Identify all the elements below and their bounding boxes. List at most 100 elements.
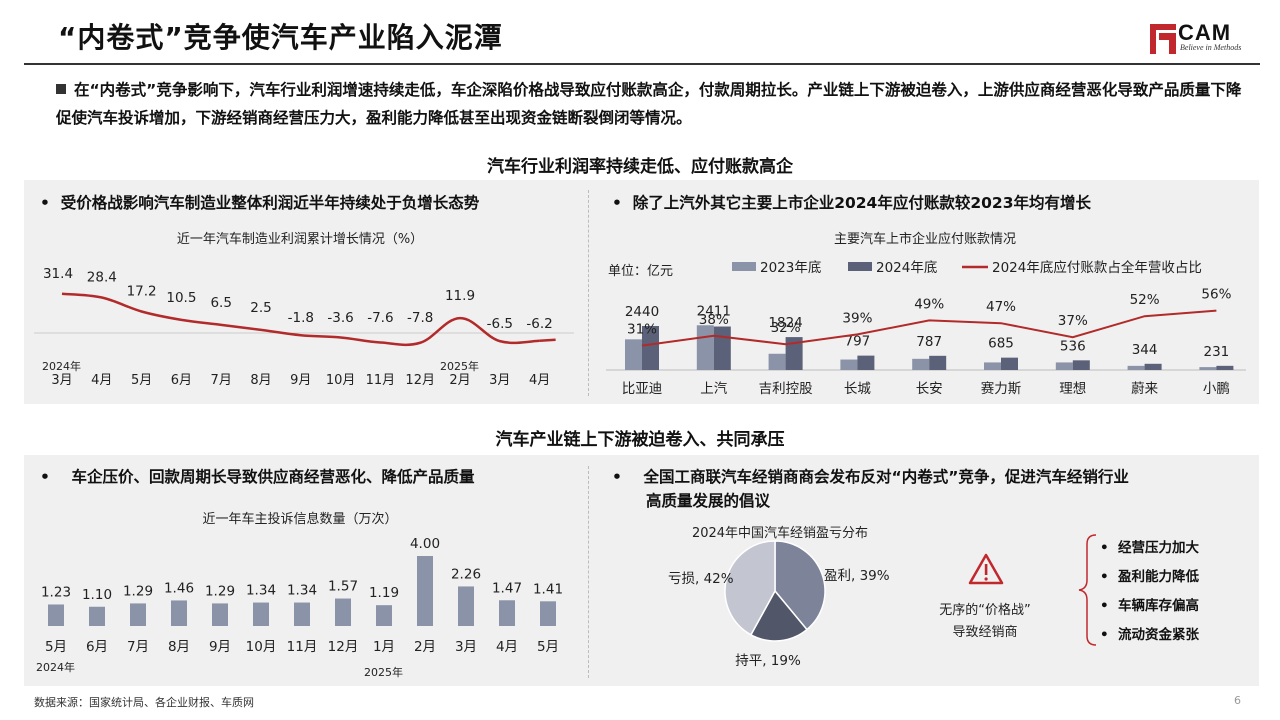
section1-left-point-text: 受价格战影响汽车制造业整体利润近半年持续处于负增长态势 xyxy=(60,194,480,212)
complaint-x-tick: 12月 xyxy=(328,639,359,655)
complaint-x-tick: 8月 xyxy=(168,639,190,655)
complaint-bar xyxy=(48,604,64,626)
section1-left-point: • 受价格战影响汽车制造业整体利润近半年持续处于负增长态势 xyxy=(40,191,479,213)
effect-item: • 经营压力加大 xyxy=(1100,534,1199,563)
payables-x-tick: 赛力斯 xyxy=(981,381,1022,397)
bar-2024 xyxy=(785,337,803,370)
complaint-bar xyxy=(499,600,515,626)
bar-2023 xyxy=(768,353,786,370)
unit-label: 单位：亿元 xyxy=(608,264,673,279)
payables-x-tick: 上汽 xyxy=(700,381,728,397)
profit-x-tick: 6月 xyxy=(171,373,192,388)
profit-year-label: 2025年 xyxy=(440,359,479,373)
complaint-x-tick: 6月 xyxy=(86,639,108,655)
logo-tagline: Believe in Methods xyxy=(1180,43,1242,52)
pie-slice xyxy=(749,589,808,642)
profit-x-tick: 2月 xyxy=(449,373,470,388)
pie-slice-label: 持平, 19% xyxy=(735,653,801,669)
profit-value-label: 6.5 xyxy=(210,295,231,311)
ratio-value-label: 32% xyxy=(771,320,801,336)
complaint-value-label: 1.34 xyxy=(246,583,276,599)
bar-2023 xyxy=(1127,365,1145,370)
profit-x-tick: 10月 xyxy=(326,373,356,388)
bar-2023 xyxy=(912,358,930,370)
profit-series-line xyxy=(61,292,540,347)
effect-label: 车辆库存偏高 xyxy=(1118,598,1199,614)
bar-2023 xyxy=(1199,367,1217,370)
complaint-x-tick: 7月 xyxy=(127,639,149,655)
bullet-dot-icon: • xyxy=(612,194,633,212)
bar-2023 xyxy=(1055,362,1073,370)
pie-slice xyxy=(774,540,826,631)
profit-value-label: 10.5 xyxy=(166,290,196,306)
complaint-bar xyxy=(540,601,556,626)
bar-value-label: 1824 xyxy=(768,315,802,331)
effects-list: • 经营压力加大 • 盈利能力降低 • 车辆库存偏高 • 流动资金紧张 xyxy=(1100,534,1199,650)
bar-2024 xyxy=(642,326,659,370)
ratio-value-label: 38% xyxy=(699,312,729,328)
complaint-x-tick: 11月 xyxy=(287,639,318,655)
payables-x-tick: 理想 xyxy=(1059,381,1086,397)
payables-x-tick: 比亚迪 xyxy=(622,381,663,397)
profit-x-tick: 4月 xyxy=(529,373,550,388)
profit-series-line-tail xyxy=(539,338,556,342)
complaint-value-label: 1.19 xyxy=(369,585,399,601)
page-number: 6 xyxy=(1234,694,1241,707)
warning-line2: 导致经销商 xyxy=(952,625,1018,640)
complaint-value-label: 1.10 xyxy=(82,587,112,603)
profit-value-label: 2.5 xyxy=(250,300,271,316)
profit-line-chart: 31.4 3月 28.4 4月 17.2 5月 10.5 6月 6.5 7月 2.5 8月 -1.8 9月… xyxy=(34,266,574,388)
payables-x-tick: 长安 xyxy=(916,381,943,397)
profit-value-label: -6.2 xyxy=(526,316,552,332)
bullet-dot-icon: • xyxy=(1100,598,1109,614)
warning-icon xyxy=(968,553,1004,585)
bar-value-label: 787 xyxy=(916,334,942,350)
profit-value-label: 11.9 xyxy=(445,288,475,304)
square-bullet-icon xyxy=(56,84,66,94)
complaint-value-label: 1.34 xyxy=(287,583,317,599)
legend-swatch-2023 xyxy=(732,262,756,271)
pie-slice-label: 盈利, 39% xyxy=(824,568,890,584)
bar-value-label: 2411 xyxy=(697,303,731,319)
complaint-bar xyxy=(89,606,105,626)
bullet-dot-icon: • xyxy=(1100,627,1109,643)
ratio-value-label: 39% xyxy=(842,310,872,326)
complaint-x-tick: 5月 xyxy=(537,639,559,655)
payables-x-tick: 小鹏 xyxy=(1203,381,1230,397)
profit-x-tick: 7月 xyxy=(211,373,232,388)
bar-value-label: 685 xyxy=(988,336,1014,352)
bar-value-label: 536 xyxy=(1060,338,1086,354)
effect-item: • 车辆库存偏高 xyxy=(1100,592,1199,621)
profit-value-label: -7.6 xyxy=(367,310,393,326)
ratio-value-label: 52% xyxy=(1130,292,1160,308)
complaint-value-label: 1.41 xyxy=(533,581,563,597)
complaint-year-label: 2024年 xyxy=(36,660,75,674)
complaint-x-tick: 9月 xyxy=(209,639,231,655)
profit-value-label: -7.8 xyxy=(407,310,433,326)
profit-value-label: 31.4 xyxy=(43,266,73,282)
complaint-bar xyxy=(458,586,474,626)
complaint-bar xyxy=(130,603,146,626)
bullet-dot-icon: • xyxy=(1100,569,1109,585)
complaint-x-tick: 1月 xyxy=(373,639,395,655)
complaint-value-label: 1.47 xyxy=(492,580,522,596)
data-source: 数据来源：国家统计局、各企业财报、车质网 xyxy=(34,696,254,709)
complaint-bar xyxy=(417,556,433,626)
intro-text: 在“内卷式”竞争影响下，汽车行业利润增速持续走低，车企深陷价格战导致应付账款高企… xyxy=(56,81,1242,127)
section1-right-point: • 除了上汽外其它主要上市企业2024年应付账款较2023年均有增长 xyxy=(612,191,1091,213)
effect-item: • 流动资金紧张 xyxy=(1100,621,1199,650)
profit-value-label: -6.5 xyxy=(487,316,513,332)
section2-right-point-line2: 高质量发展的倡议 xyxy=(646,492,771,510)
complaint-bar xyxy=(335,598,351,626)
bullet-dot-icon: • xyxy=(612,468,644,486)
bar-value-label: 2440 xyxy=(625,304,659,320)
section2-divider xyxy=(588,466,589,678)
profit-chart-title: 近一年汽车制造业利润累计增长情况（%） xyxy=(176,232,424,247)
cam-logo-icon xyxy=(1150,24,1176,54)
bar-value-label: 231 xyxy=(1204,344,1230,360)
ratio-value-label: 56% xyxy=(1201,287,1231,303)
profit-year-label: 2024年 xyxy=(42,359,81,373)
profit-x-tick: 3月 xyxy=(489,373,510,388)
ratio-value-label: 47% xyxy=(986,299,1016,315)
payables-x-tick: 吉利控股 xyxy=(759,381,813,397)
